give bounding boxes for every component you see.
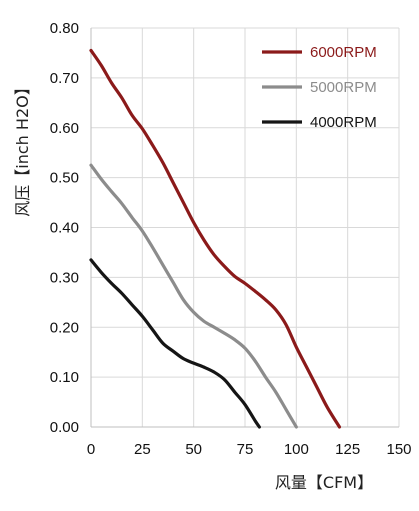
y-tick-label: 0.20 — [50, 319, 79, 336]
gridlines — [91, 27, 400, 427]
series-line-4000rpm — [89, 258, 261, 429]
x-tick-label: 25 — [134, 441, 151, 458]
x-tick-label: 125 — [335, 441, 360, 458]
y-tick-labels: 0.00 0.10 0.20 0.30 0.40 0.50 0.60 0.70 0.80 — [50, 20, 79, 436]
y-tick-label: 0.30 — [50, 269, 79, 286]
data-series — [89, 48, 342, 429]
y-tick-label: 0.60 — [50, 120, 79, 137]
y-tick-label: 0.40 — [50, 220, 79, 237]
x-tick-label: 100 — [284, 441, 309, 458]
series-line-6000rpm — [89, 48, 342, 429]
series-line-5000rpm — [89, 163, 298, 429]
x-tick-label: 150 — [386, 441, 411, 458]
legend: 6000RPM 5000RPM 4000RPM — [262, 44, 377, 131]
y-tick-label: 0.80 — [50, 20, 79, 37]
x-tick-label: 0 — [87, 441, 95, 458]
y-tick-label: 0.00 — [50, 419, 79, 436]
axes — [90, 28, 399, 428]
x-tick-labels: 0 25 50 75 100 125 150 — [87, 441, 412, 458]
y-axis-title: 风压【inch H2O】 — [13, 79, 32, 216]
legend-label: 5000RPM — [310, 79, 377, 96]
y-tick-label: 0.50 — [50, 170, 79, 187]
y-tick-label: 0.10 — [50, 369, 79, 386]
legend-label: 6000RPM — [310, 44, 377, 61]
x-axis-title: 风量【CFM】 — [275, 473, 373, 492]
legend-label: 4000RPM — [310, 114, 377, 131]
y-tick-label: 0.70 — [50, 70, 79, 87]
x-tick-label: 75 — [237, 441, 254, 458]
x-tick-label: 50 — [185, 441, 202, 458]
